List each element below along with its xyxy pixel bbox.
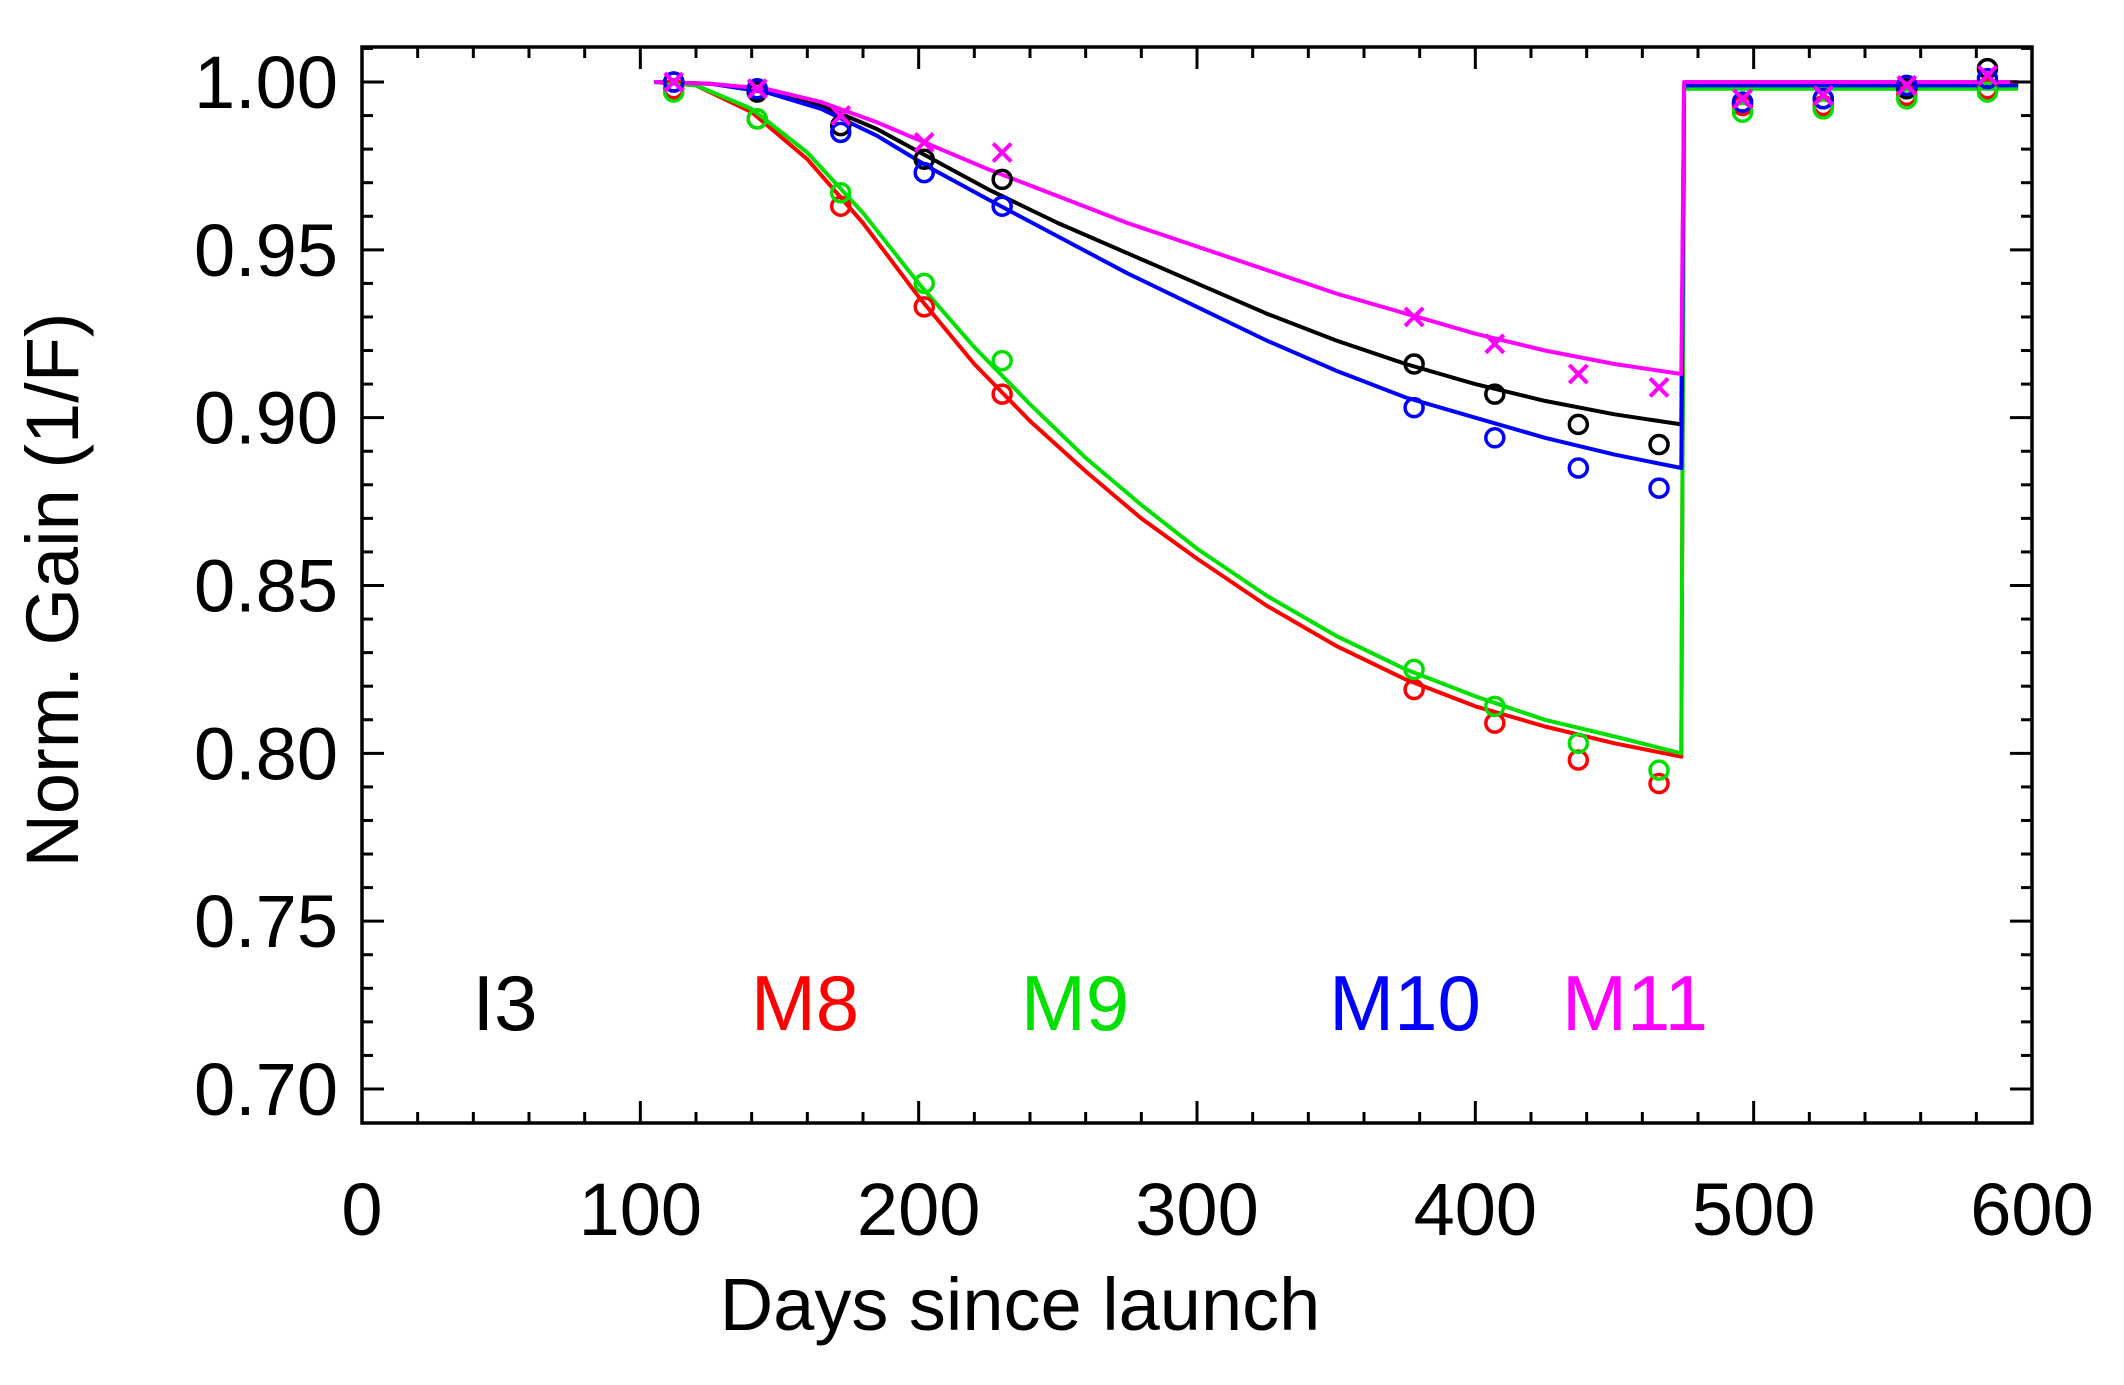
data-point-m9 — [913, 272, 935, 295]
data-point-m10 — [1731, 91, 1754, 113]
data-point-m9 — [1403, 658, 1425, 681]
x-axis-label: Days since launch — [720, 1263, 1321, 1346]
data-point-m10 — [991, 195, 1013, 217]
data-point-m9 — [829, 182, 852, 204]
legend-label-m11: M11 — [1562, 959, 1708, 1047]
data-point-m11 — [746, 78, 768, 100]
data-point-i3 — [913, 148, 935, 170]
data-point-m8 — [1403, 678, 1425, 701]
data-point-m10 — [662, 71, 685, 93]
data-point-m11 — [1896, 74, 1918, 96]
data-point-i3 — [1403, 353, 1425, 375]
data-point-m9 — [1812, 98, 1834, 120]
data-point-m11 — [830, 105, 852, 126]
data-points-layer — [662, 57, 1999, 795]
data-point-m10 — [1567, 457, 1590, 479]
data-point-i3 — [991, 168, 1013, 191]
data-point-m10 — [1896, 74, 1918, 97]
data-point-m11 — [1567, 363, 1589, 385]
data-point-m10 — [913, 161, 935, 184]
data-point-m10 — [1976, 67, 1999, 90]
data-point-m9 — [746, 108, 768, 130]
x-tick-label: 600 — [1970, 1168, 2093, 1251]
fit-line-m8 — [654, 80, 2019, 759]
legend-label-i3: I3 — [472, 959, 537, 1047]
data-point-m11 — [1403, 306, 1425, 328]
data-point-m10 — [1812, 88, 1834, 110]
data-point-i3 — [1484, 383, 1506, 405]
plot-frame-layer — [360, 45, 2034, 1125]
data-point-m9 — [991, 349, 1013, 372]
x-tick-label: 500 — [1692, 1168, 1815, 1251]
data-point-m8 — [829, 195, 852, 217]
tick-labels-layer: 0 100 200 300 400 500 600 0.70 0.75 0.80 0.85 0.90 0… — [194, 41, 2094, 1251]
y-tick-label: 1.00 — [194, 41, 338, 124]
data-point-m8 — [913, 296, 935, 318]
y-tick-label: 0.80 — [194, 712, 338, 795]
data-point-m9 — [1648, 759, 1670, 781]
y-tick-label: 0.85 — [194, 545, 338, 628]
x-tick-label: 200 — [857, 1168, 980, 1251]
data-point-m11 — [1732, 88, 1753, 110]
fit-line-i3 — [654, 80, 2019, 427]
fit-line-m9 — [654, 80, 2019, 756]
y-tick-label: 0.95 — [194, 209, 338, 292]
data-point-m11 — [913, 132, 935, 153]
data-point-m9 — [1731, 101, 1754, 123]
data-point-m11 — [1648, 377, 1670, 398]
data-point-m11 — [663, 71, 685, 93]
data-point-m11 — [1977, 64, 1998, 86]
y-tick-label: 0.90 — [194, 377, 338, 460]
data-point-m11 — [1812, 85, 1834, 106]
y-tick-label: 0.70 — [194, 1048, 338, 1131]
x-tick-label: 400 — [1414, 1168, 1537, 1251]
data-point-m8 — [991, 383, 1013, 405]
data-point-m10 — [1484, 427, 1506, 449]
data-point-m10 — [1648, 477, 1670, 499]
data-point-m10 — [829, 121, 852, 144]
x-tick-label: 0 — [341, 1168, 382, 1251]
y-axis-label: Norm. Gain (1/F) — [11, 312, 94, 867]
legend-label-m10: M10 — [1329, 959, 1481, 1047]
legend-label-m8: M8 — [751, 959, 859, 1047]
y-tick-label: 0.75 — [194, 880, 338, 963]
data-point-m10 — [1403, 396, 1425, 419]
fit-lines-layer — [654, 80, 2019, 759]
legend-label-m9: M9 — [1021, 959, 1129, 1047]
x-tick-label: 300 — [1135, 1168, 1258, 1251]
legend: I3 M8 M9 M10 M11 — [472, 959, 1708, 1047]
data-point-i3 — [1567, 413, 1590, 436]
data-point-m9 — [1896, 88, 1918, 110]
fit-line-m11 — [654, 80, 2019, 376]
plot-frame — [360, 45, 2034, 1125]
data-point-m11 — [991, 142, 1013, 163]
data-point-m9 — [1567, 732, 1590, 755]
data-point-m11 — [1484, 333, 1506, 355]
x-tick-label: 100 — [579, 1168, 702, 1251]
data-point-m10 — [746, 77, 768, 100]
data-point-i3 — [1648, 433, 1670, 456]
data-point-m9 — [1976, 81, 1999, 103]
data-point-m9 — [1484, 695, 1506, 718]
tick-marks-layer — [360, 46, 2034, 1123]
fit-line-m10 — [654, 80, 2019, 470]
data-point-m8 — [1648, 772, 1670, 795]
